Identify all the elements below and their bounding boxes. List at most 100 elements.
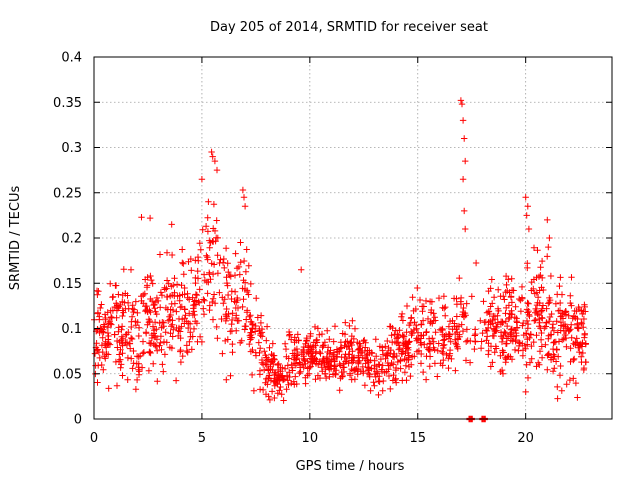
data-point xyxy=(196,333,204,340)
data-point xyxy=(331,362,338,369)
data-point xyxy=(409,353,416,360)
data-point xyxy=(173,308,180,315)
data-point xyxy=(209,298,216,306)
data-point xyxy=(566,376,574,384)
data-point xyxy=(296,369,303,377)
data-point xyxy=(228,288,235,295)
data-point xyxy=(423,328,430,336)
data-point xyxy=(298,266,305,273)
data-point xyxy=(120,266,127,273)
data-point xyxy=(426,298,434,305)
data-point xyxy=(249,346,256,354)
data-point xyxy=(552,358,560,365)
data-point xyxy=(512,303,519,310)
data-point xyxy=(519,322,526,329)
data-point xyxy=(533,363,540,370)
data-point xyxy=(192,257,199,264)
data-point xyxy=(166,313,173,320)
data-point xyxy=(241,326,248,333)
data-point xyxy=(206,302,213,309)
data-point xyxy=(442,312,449,319)
data-point xyxy=(205,198,212,205)
data-point xyxy=(203,252,210,259)
data-point xyxy=(214,252,221,259)
data-point xyxy=(319,355,327,363)
data-point xyxy=(190,302,197,309)
data-point xyxy=(503,340,510,347)
data-point xyxy=(544,216,551,224)
data-point xyxy=(487,363,494,370)
data-point xyxy=(199,226,206,233)
data-point xyxy=(498,338,506,346)
data-point xyxy=(149,280,156,287)
data-point xyxy=(354,371,361,378)
data-point xyxy=(220,255,227,263)
data-point xyxy=(414,329,422,336)
data-point xyxy=(533,289,540,296)
data-point xyxy=(568,334,575,341)
data-point xyxy=(530,276,538,283)
data-point xyxy=(314,325,322,332)
data-point xyxy=(523,306,531,313)
data-point xyxy=(422,297,430,305)
data-point xyxy=(157,304,164,311)
data-point xyxy=(446,330,453,338)
data-point xyxy=(234,317,241,324)
data-point xyxy=(186,310,193,317)
data-point xyxy=(400,333,407,340)
data-point xyxy=(223,376,230,383)
data-point xyxy=(257,312,265,319)
data-point xyxy=(297,368,304,375)
data-point xyxy=(574,320,581,327)
data-point xyxy=(295,337,302,344)
data-point xyxy=(316,331,323,338)
data-point xyxy=(507,293,515,301)
data-point xyxy=(302,380,309,387)
data-point xyxy=(257,332,264,339)
data-point xyxy=(150,360,157,367)
data-point xyxy=(531,317,538,324)
data-point xyxy=(148,276,155,284)
data-point xyxy=(217,256,224,263)
data-point xyxy=(507,311,515,318)
data-point xyxy=(232,304,239,312)
data-point xyxy=(486,310,493,318)
data-point xyxy=(525,307,532,315)
data-point xyxy=(495,307,502,315)
data-point xyxy=(262,352,269,359)
data-point xyxy=(367,387,374,394)
data-point xyxy=(202,223,210,230)
data-point xyxy=(301,357,308,365)
data-point xyxy=(321,339,329,346)
data-point xyxy=(414,284,421,292)
data-point xyxy=(495,286,502,293)
data-point xyxy=(181,284,188,292)
data-point xyxy=(416,296,424,304)
data-point xyxy=(461,309,469,317)
data-point xyxy=(538,257,546,265)
data-point xyxy=(243,316,250,323)
data-point xyxy=(528,342,535,350)
data-point xyxy=(397,357,404,365)
data-point xyxy=(210,238,217,245)
data-point xyxy=(348,365,355,373)
data-point xyxy=(460,304,467,312)
y-tick-label: 0.05 xyxy=(53,367,82,382)
data-point xyxy=(248,371,256,379)
data-point xyxy=(362,339,369,346)
data-point xyxy=(98,342,106,349)
data-point xyxy=(563,381,570,388)
data-point xyxy=(109,293,117,300)
data-point xyxy=(167,330,174,337)
data-point xyxy=(499,349,506,356)
data-point xyxy=(507,353,514,360)
data-point xyxy=(340,368,348,376)
data-point xyxy=(407,315,415,322)
data-point xyxy=(373,363,380,370)
data-point xyxy=(312,376,319,383)
data-point xyxy=(402,362,410,369)
data-point xyxy=(478,338,485,345)
data-point xyxy=(549,368,557,375)
x-tick-label: 20 xyxy=(517,431,534,446)
